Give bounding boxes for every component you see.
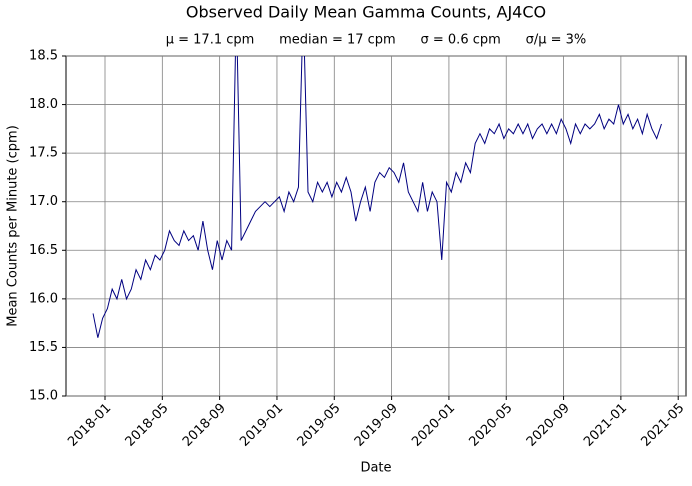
- y-tick-label: 16.0: [29, 291, 58, 306]
- y-tick-label: 17.0: [29, 194, 58, 209]
- x-tick-label: 2021-01: [581, 401, 630, 450]
- x-tick-label: 2019-05: [295, 401, 344, 450]
- y-tick-label: 18.0: [29, 97, 58, 112]
- x-axis-label: Date: [360, 461, 391, 476]
- x-tick-label: 2018-09: [180, 401, 229, 450]
- chart-title: Observed Daily Mean Gamma Counts, AJ4CO: [186, 3, 546, 22]
- y-tick-label: 17.5: [29, 146, 58, 161]
- chart-subtitle: μ = 17.1 cpm median = 17 cpm σ = 0.6 cpm…: [166, 33, 587, 48]
- x-tick-label: 2020-01: [409, 401, 458, 450]
- x-tick-label: 2019-01: [237, 401, 286, 450]
- x-tick-label: 2021-05: [638, 401, 687, 450]
- y-tick-label: 15.0: [29, 389, 58, 404]
- x-tick-label: 2018-05: [123, 401, 172, 450]
- y-axis-label: Mean Counts per Minute (cpm): [6, 125, 21, 327]
- x-tick-label: 2018-01: [65, 401, 114, 450]
- y-tick-label: 18.5: [29, 49, 58, 64]
- y-tick-label: 16.5: [29, 243, 58, 258]
- plot-frame: [65, 55, 687, 397]
- y-tick-label: 15.5: [29, 340, 58, 355]
- x-tick-label: 2019-09: [352, 401, 401, 450]
- x-tick-label: 2020-05: [467, 401, 516, 450]
- data-line: [92, 56, 662, 338]
- x-tick-label: 2020-09: [524, 401, 573, 450]
